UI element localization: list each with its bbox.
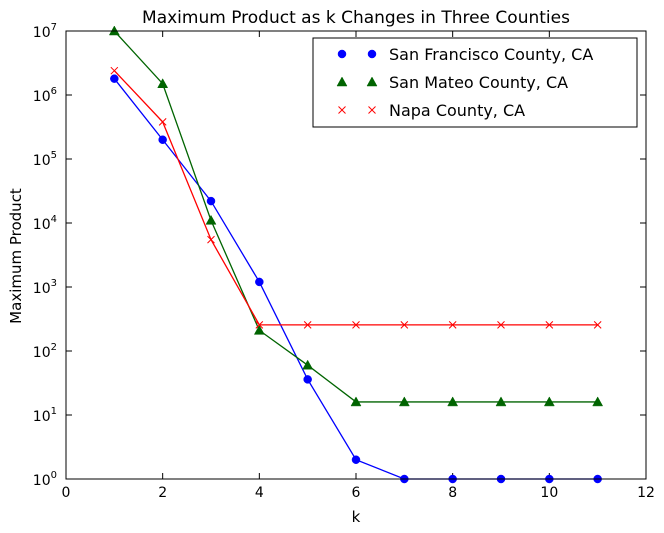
- series-line: [113, 78, 598, 480]
- legend-marker: [368, 106, 376, 114]
- y-tick-label: 104: [33, 214, 57, 233]
- data-point: [303, 321, 312, 329]
- data-point: [350, 396, 362, 407]
- data-point: [592, 396, 604, 407]
- data-point: [448, 321, 457, 329]
- x-tick-label: 4: [255, 485, 264, 501]
- data-point: [303, 375, 312, 384]
- x-tick-label: 12: [637, 485, 655, 501]
- data-point: [110, 66, 119, 75]
- data-point: [302, 359, 314, 370]
- data-point: [352, 321, 360, 329]
- plot-frame: [65, 30, 647, 480]
- data-point: [543, 396, 555, 407]
- legend-entry: Napa County, CA: [338, 101, 525, 120]
- legend-label: San Mateo County, CA: [389, 73, 568, 92]
- x-tick-label: 6: [352, 485, 361, 501]
- data-point: [207, 235, 215, 244]
- data-point: [545, 321, 554, 329]
- y-tick-label: 102: [33, 342, 57, 361]
- data-point: [158, 118, 167, 126]
- legend-entry: San Mateo County, CA: [336, 73, 568, 92]
- legend-marker: [367, 49, 377, 59]
- chart-title: Maximum Product as k Changes in Three Co…: [142, 8, 570, 28]
- data-point: [205, 214, 217, 225]
- data-point: [253, 324, 265, 335]
- x-tick-label: 10: [540, 485, 558, 501]
- data-point: [400, 321, 409, 329]
- y-tick-label: 106: [33, 86, 57, 105]
- legend-label: San Francisco County, CA: [389, 45, 593, 64]
- y-tick-label: 100: [33, 470, 57, 489]
- y-axis-title: Maximum Product: [7, 188, 25, 324]
- data-point: [157, 78, 169, 88]
- data-point: [255, 277, 264, 287]
- legend-label: Napa County, CA: [389, 101, 525, 120]
- legend-marker: [337, 49, 347, 59]
- data-point: [351, 455, 361, 464]
- data-point: [206, 196, 216, 206]
- y-tick-label: 103: [33, 278, 57, 297]
- y-tick-label: 101: [33, 406, 57, 425]
- data-point: [158, 135, 167, 144]
- y-tick-label: 107: [33, 22, 57, 41]
- legend: San Francisco County, CA San Mateo County…: [312, 37, 638, 128]
- data-point: [497, 321, 505, 329]
- x-axis-title: k: [352, 508, 361, 526]
- data-point: [110, 74, 119, 83]
- x-tick-label: 0: [62, 485, 71, 501]
- legend-marker: [336, 76, 348, 87]
- legend-entry: San Francisco County, CA: [337, 45, 593, 64]
- data-point: [255, 321, 264, 329]
- data-point: [447, 396, 459, 407]
- data-point: [593, 321, 602, 329]
- legend-box: [312, 37, 638, 128]
- data-point: [495, 396, 507, 407]
- legend-marker: [338, 106, 346, 114]
- x-tick-label: 8: [448, 485, 457, 501]
- x-tick-label: 2: [158, 485, 167, 501]
- plot-area: 0 2 4 6 8 10 12 100 101 102 103 104 105 106 107 San Fra…: [33, 22, 655, 501]
- y-tick-label: 105: [33, 150, 57, 169]
- legend-marker: [366, 76, 378, 87]
- data-point: [398, 396, 410, 407]
